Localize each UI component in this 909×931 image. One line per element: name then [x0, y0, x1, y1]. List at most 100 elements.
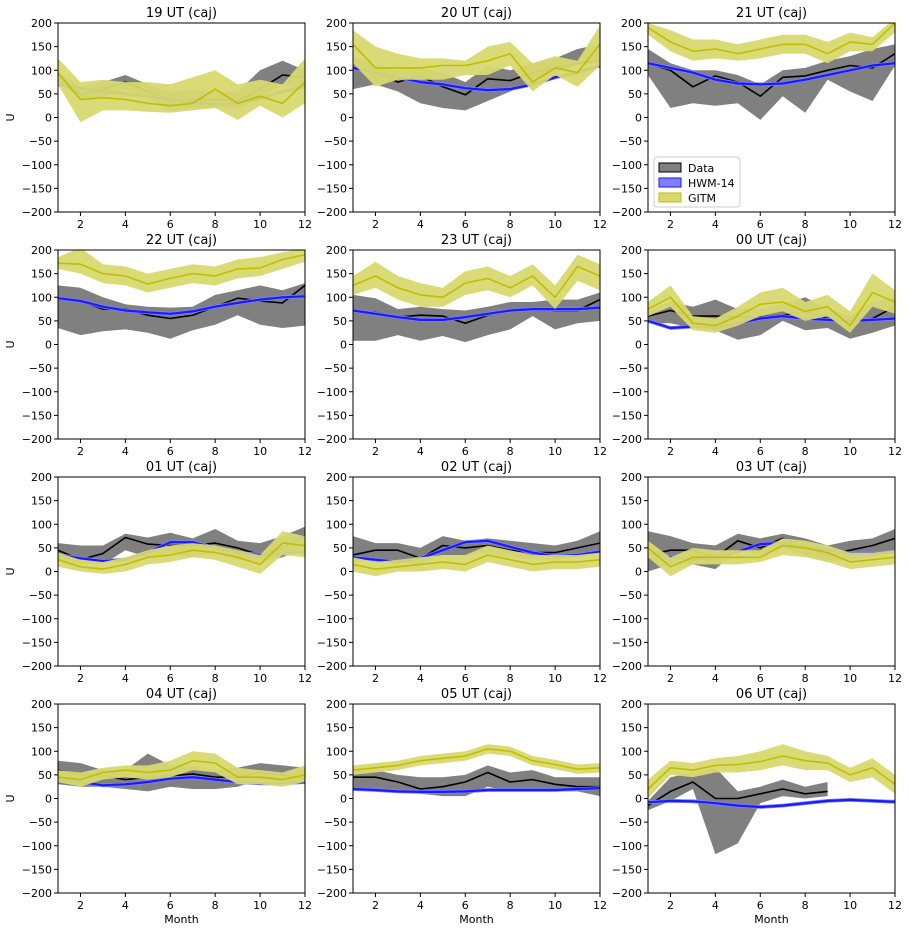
- y-tick-label: −100: [612, 613, 642, 626]
- legend-swatch: [658, 162, 682, 173]
- y-tick-label: −50: [619, 135, 642, 148]
- x-tick-label: 6: [462, 218, 469, 231]
- x-tick-label: 10: [548, 218, 562, 231]
- line-gitm: [353, 43, 600, 83]
- y-tick-label: −100: [317, 613, 347, 626]
- x-tick-label: 10: [253, 445, 267, 458]
- y-tick-label: 100: [326, 518, 347, 531]
- x-tick-label: 6: [462, 899, 469, 912]
- x-axis-label: Month: [164, 913, 199, 926]
- band-gitm: [353, 744, 600, 775]
- panel-title: 04 UT (caj): [146, 687, 217, 702]
- x-tick-label: 8: [507, 672, 514, 685]
- y-tick-label: 200: [621, 244, 642, 257]
- x-tick-label: 4: [712, 445, 719, 458]
- y-tick-label: −100: [612, 840, 642, 853]
- x-tick-label: 10: [253, 672, 267, 685]
- line-hwm-14: [648, 62, 895, 86]
- y-tick-label: −200: [612, 433, 642, 446]
- band-data: [648, 767, 828, 855]
- x-tick-label: 12: [298, 672, 312, 685]
- y-tick-label: 200: [621, 471, 642, 484]
- x-tick-label: 10: [548, 672, 562, 685]
- y-tick-label: 100: [621, 64, 642, 77]
- x-tick-label: 12: [298, 445, 312, 458]
- legend-swatch: [658, 177, 682, 188]
- y-tick-label: −150: [612, 409, 642, 422]
- y-tick-label: −200: [612, 206, 642, 219]
- y-tick-label: −150: [317, 636, 347, 649]
- x-tick-label: 8: [507, 899, 514, 912]
- plot-area: [648, 529, 895, 577]
- y-axis-label: U: [4, 340, 17, 348]
- x-tick-label: 6: [757, 899, 764, 912]
- x-tick-label: 2: [667, 672, 674, 685]
- y-axis-label: U: [4, 567, 17, 575]
- y-tick-label: −50: [324, 362, 347, 375]
- y-tick-label: −100: [22, 613, 52, 626]
- y-tick-label: 150: [621, 268, 642, 281]
- legend-label: HWM-14: [688, 177, 735, 190]
- x-tick-label: 12: [593, 445, 607, 458]
- y-tick-label: 0: [45, 339, 52, 352]
- x-tick-label: 10: [548, 899, 562, 912]
- x-tick-label: 4: [417, 899, 424, 912]
- y-tick-label: 100: [31, 64, 52, 77]
- y-tick-label: 200: [31, 698, 52, 711]
- y-tick-label: −150: [612, 863, 642, 876]
- line-gitm: [353, 748, 600, 771]
- band-gitm: [353, 254, 600, 310]
- y-tick-label: 100: [326, 745, 347, 758]
- x-tick-label: 8: [802, 899, 809, 912]
- legend: Data HWM-14 GITM: [653, 156, 741, 208]
- y-tick-label: −50: [29, 135, 52, 148]
- y-tick-label: 150: [31, 41, 52, 54]
- x-tick-label: 12: [298, 218, 312, 231]
- plot-area: [648, 273, 895, 340]
- y-tick-label: 200: [326, 17, 347, 30]
- x-tick-label: 12: [888, 672, 902, 685]
- legend-swatch: [658, 192, 682, 203]
- x-tick-label: 6: [462, 672, 469, 685]
- panel: −200 −150 −100 −50 0 50 100 150 200 2 4 6 8 10 12 03 UT…: [612, 460, 902, 685]
- panel: −200 −150 −100 −50 0 50 100 150 200 2 4 6 8 10 12 20 UT…: [317, 6, 607, 231]
- panel: −200 −150 −100 −50 0 50 100 150 200 2 4 6 8 10 12 00 UT…: [612, 233, 902, 458]
- y-tick-label: 150: [31, 495, 52, 508]
- band-gitm: [648, 23, 895, 64]
- plot-area: [648, 744, 895, 855]
- panel: −200 −150 −100 −50 0 50 100 150 200 2 4 6 8 10 12 23 UT…: [317, 233, 607, 458]
- x-tick-label: 8: [212, 445, 219, 458]
- y-tick-label: 0: [635, 566, 642, 579]
- y-tick-label: 200: [326, 471, 347, 484]
- y-tick-label: 0: [340, 339, 347, 352]
- y-tick-label: 0: [45, 112, 52, 125]
- y-tick-label: 0: [340, 793, 347, 806]
- y-tick-label: −100: [317, 159, 347, 172]
- x-tick-label: 6: [167, 218, 174, 231]
- y-tick-label: 150: [326, 268, 347, 281]
- plot-area: [353, 254, 600, 343]
- x-tick-label: 8: [212, 218, 219, 231]
- y-tick-label: −150: [22, 409, 52, 422]
- x-tick-label: 2: [667, 218, 674, 231]
- y-tick-label: −150: [22, 182, 52, 195]
- axes-frame: [57, 22, 306, 213]
- y-tick-label: 100: [31, 745, 52, 758]
- plot-area: [648, 23, 895, 120]
- x-tick-label: 2: [667, 899, 674, 912]
- y-tick-label: −100: [612, 159, 642, 172]
- y-tick-label: −150: [22, 636, 52, 649]
- plot-area: [58, 58, 305, 123]
- y-tick-label: 50: [38, 542, 52, 555]
- panel: −200 −150 −100 −50 0 50 100 150 200 2 4 6 8 10 12 02 UT…: [317, 460, 607, 685]
- x-tick-label: 2: [667, 445, 674, 458]
- panel-title: 05 UT (caj): [441, 687, 512, 702]
- x-tick-label: 6: [167, 445, 174, 458]
- line-gitm: [353, 554, 600, 570]
- line-hwm-14: [353, 306, 600, 321]
- y-tick-label: −200: [317, 660, 347, 673]
- x-tick-label: 12: [593, 899, 607, 912]
- y-tick-label: −200: [317, 206, 347, 219]
- y-tick-label: 50: [38, 88, 52, 101]
